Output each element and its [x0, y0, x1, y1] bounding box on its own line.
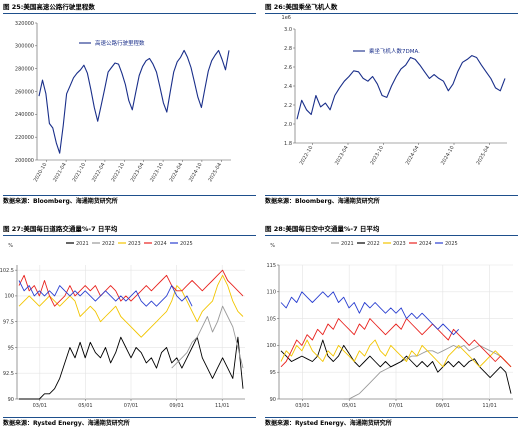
- y-tick-label: 2.8: [284, 46, 292, 52]
- y-tick-label: 95: [270, 370, 276, 376]
- series-line-2022: [171, 305, 244, 369]
- y-tick-label: 92.5: [3, 371, 14, 377]
- series-line-2024: [18, 269, 244, 307]
- x-tick-label: 2022-04: [91, 162, 107, 183]
- x-tick-label: 07/01: [124, 403, 138, 409]
- legend-label: 2021: [341, 241, 354, 247]
- legend-label: 2022: [367, 241, 380, 247]
- legend-label: 2023: [393, 241, 406, 247]
- y-tick-label: 2.2: [284, 103, 292, 109]
- unit-label: %: [270, 243, 275, 249]
- y-tick-label: 240000: [15, 112, 34, 118]
- unit-label: %: [8, 243, 13, 249]
- y-tick-label: 100: [4, 294, 14, 300]
- figure-title: 图 28:美国每日空中交通量%-7 日平均: [265, 222, 518, 236]
- x-tick-label: 2023-10: [149, 162, 165, 183]
- figure-title: 图 27:美国每日道路交通量%-7 日平均: [3, 222, 256, 236]
- series-line-高速公路行驶里程数: [38, 49, 230, 154]
- x-tick-label: 2021-10: [72, 162, 88, 183]
- x-tick-label: 2023-04: [334, 145, 350, 166]
- y-tick-label: 90: [270, 397, 276, 403]
- x-tick-label: 09/01: [436, 403, 450, 409]
- y-tick-label: 3.0: [284, 27, 292, 33]
- legend-label: 2025: [180, 241, 193, 247]
- chart-panel-road-traffic: 图 27:美国每日道路交通量%-7 日平均 % 102.5 100 97.5 95 92.…: [0, 222, 256, 428]
- unit-label: 1e6: [282, 15, 291, 21]
- chart-panel-air-traffic: 图 28:美国每日空中交通量%-7 日平均 % 115 110 105 100 95 90 0…: [265, 222, 518, 427]
- figure-source: 数据来源：Bloomberg、海通期货研究所: [3, 195, 256, 206]
- series-line-乘坐飞机人数7DMA.: [296, 55, 506, 120]
- x-tick-label: 11/01: [482, 403, 496, 409]
- figure-title: 图 25:美国高速公路行驶里程数: [3, 0, 256, 14]
- series-line-2024: [280, 318, 512, 368]
- x-tick-label: 2024-04: [405, 145, 421, 166]
- series-line-2025: [18, 280, 193, 307]
- y-tick-label: 2.6: [284, 65, 292, 71]
- legend-label: 高速公路行驶里程数: [95, 39, 145, 47]
- x-tick-label: 2025-04: [207, 162, 223, 183]
- chart-panel-highway-miles: 图 25:美国高速公路行驶里程数 320000 300000 280000 26000…: [3, 0, 256, 205]
- x-tick-label: 2022-10: [110, 162, 126, 183]
- y-tick-label: 110: [266, 290, 276, 296]
- y-tick-label: 300000: [15, 44, 34, 50]
- y-tick-label: 2.0: [284, 122, 292, 128]
- y-tick-label: 320000: [15, 21, 34, 27]
- figure-source: 数据来源：Bloomberg、海通期货研究所: [265, 195, 518, 206]
- x-tick-label: 2020-10: [33, 162, 49, 183]
- figure-title: 图 26:美国乘坐飞机人数: [265, 0, 518, 14]
- x-tick-label: 05/01: [78, 403, 92, 409]
- series-line-2023: [280, 339, 512, 368]
- x-tick-label: 2022-10: [299, 145, 315, 166]
- x-tick-label: 2024-10: [188, 162, 204, 183]
- x-tick-label: 05/01: [342, 403, 356, 409]
- x-tick-label: 2023-04: [130, 162, 146, 183]
- line-chart: 320000 300000 280000 260000 240000 220000 2000…: [15, 21, 231, 183]
- legend-label: 2021: [76, 241, 89, 247]
- x-tick-label: 03/01: [295, 403, 309, 409]
- x-tick-label: 2024-04: [169, 162, 185, 183]
- series-line-2021: [19, 336, 244, 400]
- x-tick-label: 2024-10: [440, 145, 456, 166]
- legend-label: 乘坐飞机人数7DMA.: [369, 47, 420, 55]
- y-tick-label: 260000: [15, 89, 34, 95]
- figure-source: 数据来源：Rysted Energy、海通期货研究所: [3, 417, 256, 428]
- legend-label: 2025: [445, 241, 458, 247]
- y-tick-label: 280000: [15, 66, 34, 72]
- x-tick-label: 09/01: [169, 403, 183, 409]
- x-tick-label: 07/01: [389, 403, 403, 409]
- legend-label: 2024: [419, 241, 432, 247]
- y-tick-label: 100: [266, 343, 276, 349]
- y-tick-label: 95: [8, 345, 14, 351]
- series-line-2023: [18, 274, 244, 338]
- y-tick-label: 200000: [15, 158, 34, 164]
- y-tick-label: 2.4: [284, 84, 292, 90]
- x-tick-label: 2023-10: [369, 145, 385, 166]
- y-tick-label: 90: [8, 397, 14, 403]
- y-tick-label: 1.8: [284, 141, 292, 147]
- line-chart: 1e6 3.0 2.8 2.6 2.4 2.2 2.0 1.8 2022-10 2023-04 20…: [282, 15, 507, 166]
- x-tick-label: 11/01: [215, 403, 229, 409]
- x-tick-label: 2021-04: [52, 162, 68, 183]
- line-chart: % 115 110 105 100 95 90 03/01 05/01 07/01 09/01 11/…: [266, 241, 513, 409]
- y-tick-label: 105: [266, 316, 276, 322]
- series-line-2025: [280, 291, 460, 336]
- y-tick-label: 220000: [15, 135, 34, 141]
- y-tick-label: 102.5: [0, 268, 14, 274]
- figure-source: 数据来源：Rysted Energy、海通期货研究所: [265, 417, 518, 428]
- chart-panel-air-passengers: 图 26:美国乘坐飞机人数 1e6 3.0 2.8 2.6 2.4 2.2 2.0 1.8 20…: [265, 0, 518, 205]
- y-tick-label: 115: [266, 263, 276, 269]
- legend-label: 2024: [154, 241, 167, 247]
- y-tick-label: 97.5: [3, 319, 14, 325]
- line-chart: % 102.5 100 97.5 95 92.5 90 03/01 05/01 07/01 09/0…: [0, 241, 245, 409]
- x-tick-label: 2025-04: [475, 145, 491, 166]
- legend-label: 2023: [128, 241, 141, 247]
- legend-label: 2022: [102, 241, 115, 247]
- x-tick-label: 03/01: [33, 403, 47, 409]
